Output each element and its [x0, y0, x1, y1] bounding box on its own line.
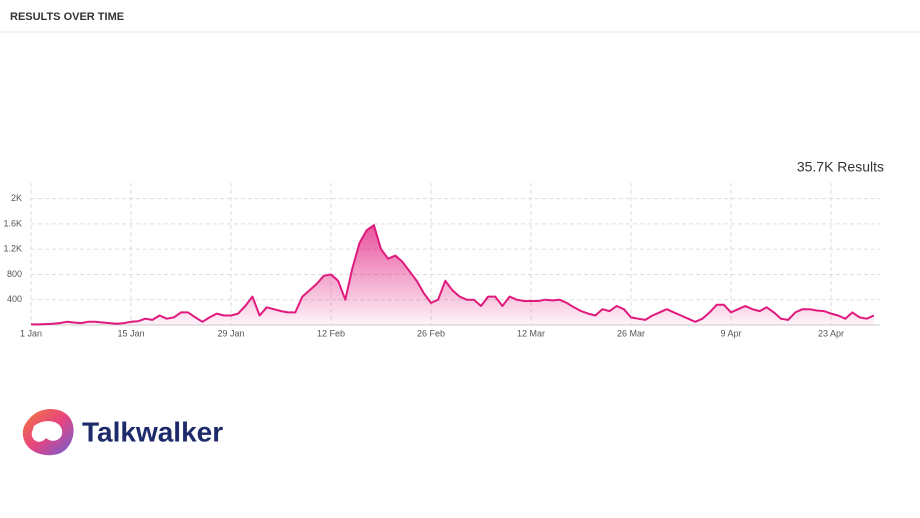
y-tick-label: 800	[7, 269, 22, 279]
y-tick-label: 1.2K	[3, 244, 22, 254]
x-tick-label: 12 Mar	[517, 328, 545, 338]
brand-name: Talkwalker	[82, 416, 223, 447]
x-tick-label: 26 Feb	[417, 328, 445, 338]
logo-inner	[31, 421, 63, 442]
x-tick-label: 12 Feb	[317, 328, 345, 338]
x-tick-label: 23 Apr	[818, 328, 844, 338]
area	[31, 225, 874, 325]
results-total: 35.7K Results	[797, 159, 884, 175]
x-tick-label: 26 Mar	[617, 328, 645, 338]
logo	[22, 409, 74, 456]
line	[31, 224, 875, 326]
y-tick-label: 2K	[11, 193, 22, 203]
chart-title: RESULTS OVER TIME	[10, 11, 124, 23]
x-tick-label: 9 Apr	[720, 328, 741, 338]
y-tick-label: 1.6K	[3, 218, 22, 228]
y-tick-label: 400	[7, 294, 22, 304]
x-tick-label: 1 Jan	[20, 328, 42, 338]
x-tick-label: 29 Jan	[217, 328, 244, 338]
x-tick-label: 15 Jan	[117, 328, 144, 338]
